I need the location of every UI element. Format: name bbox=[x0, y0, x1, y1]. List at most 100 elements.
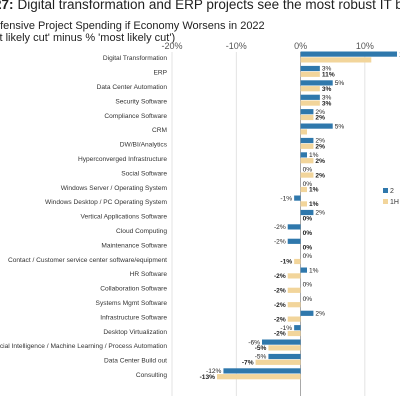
category-label: Infrastructure Software bbox=[100, 314, 167, 321]
category-label: Systems Mgmt Software bbox=[96, 300, 168, 307]
bar-series-2 bbox=[287, 302, 301, 308]
category-label: HR Software bbox=[130, 271, 168, 278]
category-label: Social Software bbox=[121, 170, 167, 177]
bar-series-2 bbox=[300, 129, 307, 135]
bar-series-2 bbox=[300, 100, 320, 106]
data-label-series-1: 3% bbox=[322, 95, 332, 102]
category-label: cial Intelligence / Machine Learning / P… bbox=[0, 343, 167, 350]
bar-series-1 bbox=[300, 109, 314, 115]
data-label-series-1: 2% bbox=[315, 109, 325, 116]
data-label-series-2: -1% bbox=[280, 259, 292, 266]
bar-series-2 bbox=[287, 273, 301, 279]
legend-swatch-series-2 bbox=[383, 199, 388, 204]
bar-series-2 bbox=[287, 287, 301, 293]
bar-series-2 bbox=[300, 201, 307, 207]
data-label-series-2: 0% bbox=[303, 244, 313, 251]
bar-series-1 bbox=[287, 238, 301, 244]
data-label-series-2: 11% bbox=[322, 72, 335, 79]
category-label: Consulting bbox=[136, 372, 167, 379]
data-label-series-2: -2% bbox=[274, 302, 286, 309]
data-label-series-2: 3% bbox=[322, 86, 332, 93]
data-label-series-1: 0% bbox=[303, 282, 313, 289]
bar-series-1 bbox=[300, 267, 307, 273]
category-label: Digital Transformation bbox=[103, 55, 167, 62]
data-label-series-2: -2% bbox=[274, 273, 286, 280]
data-label-series-1: -2% bbox=[274, 239, 286, 246]
bar-series-1 bbox=[268, 353, 301, 360]
bar-series-2 bbox=[300, 172, 314, 178]
bar-series-1 bbox=[294, 195, 301, 201]
category-label: Security Software bbox=[115, 98, 167, 105]
legend-label-series-1: 2 bbox=[390, 188, 394, 195]
data-label-series-1: -6% bbox=[248, 339, 260, 346]
bar-series-1 bbox=[300, 65, 320, 72]
bar-series-1 bbox=[223, 368, 301, 374]
data-label-series-1: 2% bbox=[315, 210, 325, 217]
category-label: Desktop Virtualization bbox=[103, 329, 167, 336]
bar-series-2 bbox=[300, 57, 372, 63]
data-label-series-1: 2% bbox=[315, 311, 325, 318]
data-label-series-2: -2% bbox=[274, 288, 286, 295]
category-label: Data Center Automation bbox=[97, 84, 168, 91]
data-label-series-1: 0% bbox=[303, 296, 313, 303]
bar-series-1 bbox=[300, 51, 397, 57]
figure-number: 27: bbox=[0, 0, 14, 12]
bar-series-1 bbox=[300, 94, 320, 100]
chart-title: efensive Project Spending if Economy Wor… bbox=[0, 20, 265, 32]
data-label-series-1: -1% bbox=[280, 325, 292, 332]
data-label-series-1: 3% bbox=[322, 66, 332, 73]
data-label-series-2: 2% bbox=[315, 144, 325, 151]
category-label: Windows Desktop / PC Operating System bbox=[45, 199, 168, 206]
category-label: Cloud Computing bbox=[116, 228, 167, 235]
data-label-series-2: 0% bbox=[303, 216, 313, 223]
bar-series-1 bbox=[300, 152, 307, 158]
data-label-series-2: 0% bbox=[303, 230, 313, 237]
bar-series-2 bbox=[300, 186, 307, 193]
bar-series-1 bbox=[300, 137, 314, 144]
legend-label-series-2: 1H bbox=[390, 199, 399, 206]
figure-title: Digital transformation and ERP projects … bbox=[17, 0, 400, 12]
bar-series-1 bbox=[287, 224, 301, 230]
x-tick-label: 0% bbox=[294, 41, 307, 51]
bar-series-2 bbox=[300, 86, 320, 92]
data-label-series-2: 1% bbox=[309, 187, 319, 194]
data-label-series-2: 2% bbox=[315, 158, 325, 165]
data-label-series-1: -1% bbox=[280, 195, 292, 202]
bar-series-2 bbox=[268, 345, 301, 351]
data-label-series-2: 3% bbox=[322, 100, 332, 107]
data-label-series-1: 1% bbox=[309, 267, 319, 274]
bar-series-2 bbox=[300, 158, 314, 164]
chart-subtitle: st likely cut' minus % 'most likely cut'… bbox=[0, 32, 176, 44]
bar-series-1 bbox=[300, 80, 333, 86]
data-label-series-1: 5% bbox=[335, 80, 345, 87]
data-label-series-1: 0% bbox=[303, 181, 313, 188]
data-label-series-2: 2% bbox=[315, 172, 325, 179]
bar-series-1 bbox=[300, 123, 333, 129]
data-label-series-2: -13% bbox=[200, 374, 216, 381]
legend-swatch-series-1 bbox=[383, 188, 388, 193]
data-label-series-2: -5% bbox=[255, 345, 267, 352]
category-label: Contact / Customer service center softwa… bbox=[8, 257, 167, 264]
category-label: Windows Server / Operating System bbox=[61, 185, 168, 192]
bar-series-1 bbox=[300, 310, 314, 316]
data-label-series-2: -2% bbox=[274, 331, 286, 338]
bar-series-2 bbox=[255, 359, 301, 365]
category-label: Collaboration Software bbox=[100, 286, 167, 293]
bar-series-2 bbox=[294, 258, 301, 265]
data-label-series-1: 0% bbox=[303, 167, 313, 174]
data-label-series-1: -5% bbox=[255, 354, 267, 361]
x-tick-label: -10% bbox=[226, 41, 247, 51]
data-label-series-1: 0% bbox=[303, 253, 313, 260]
data-label-series-2: -7% bbox=[242, 360, 254, 367]
category-label: Data Center Build out bbox=[104, 358, 167, 365]
category-label: Vertical Applications Software bbox=[81, 214, 168, 221]
data-label-series-1: 5% bbox=[335, 123, 345, 130]
category-label: Maintenance Software bbox=[101, 242, 167, 249]
bar-series-1 bbox=[300, 209, 314, 216]
data-label-series-1: 1% bbox=[309, 152, 319, 159]
category-label: Hyperconverged Infrastructure bbox=[78, 156, 167, 163]
bar-series-2 bbox=[287, 316, 301, 322]
data-label-series-1: -12% bbox=[206, 368, 222, 375]
